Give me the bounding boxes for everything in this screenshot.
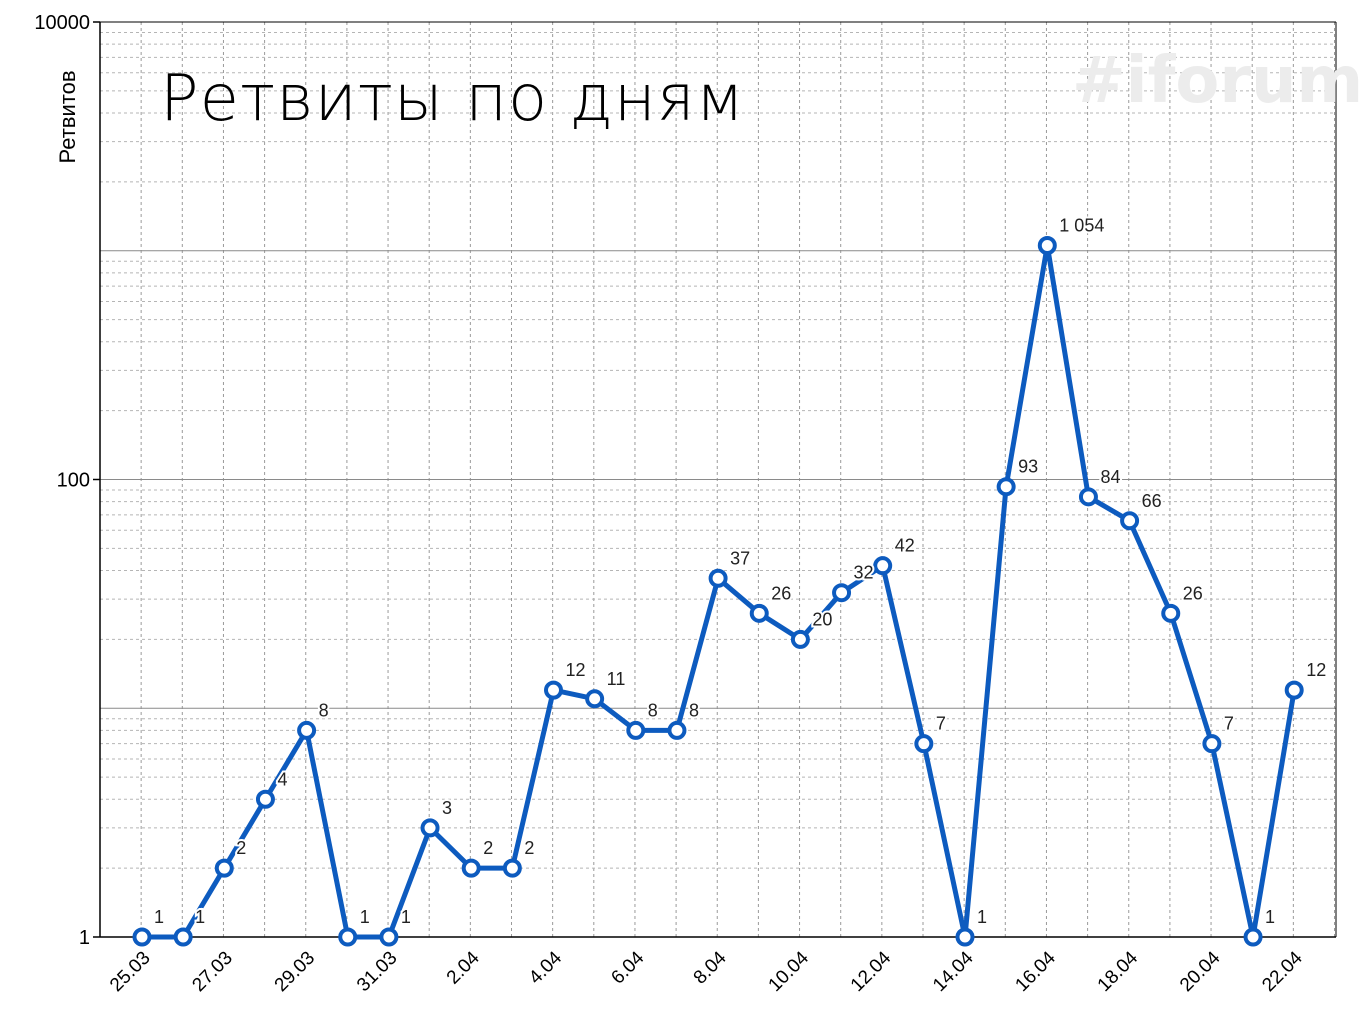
data-label: 2	[524, 838, 534, 858]
data-label: 12	[1306, 660, 1326, 680]
data-label: 2	[236, 838, 246, 858]
x-tick-label: 10.04	[765, 947, 814, 996]
data-label: 8	[689, 700, 699, 720]
data-point	[585, 689, 605, 709]
data-label: 7	[936, 714, 946, 734]
data-point	[173, 927, 193, 947]
data-point	[1243, 927, 1263, 947]
chart-title: Ретвиты по дням	[160, 62, 745, 136]
data-label: 42	[895, 536, 915, 556]
data-point	[502, 858, 522, 878]
data-point	[626, 720, 646, 740]
x-tick-label: 31.03	[353, 948, 401, 996]
x-tick-label: 6.04	[607, 947, 648, 988]
data-label: 11	[607, 669, 626, 689]
data-label: 26	[771, 583, 791, 603]
data-point	[708, 568, 728, 588]
data-label: 8	[319, 700, 329, 720]
data-label: 1	[1265, 907, 1275, 927]
data-point	[544, 680, 563, 700]
data-label: 20	[812, 609, 832, 629]
data-label: 1	[360, 907, 370, 927]
data-point	[873, 556, 893, 576]
x-tick-label: 20.04	[1176, 947, 1225, 996]
data-label: 1	[195, 907, 205, 927]
y-tick-label: 100	[57, 470, 90, 492]
data-label: 26	[1183, 583, 1203, 603]
data-label: 1	[401, 907, 411, 927]
x-tick-label: 4.04	[525, 947, 566, 988]
data-point	[667, 720, 687, 740]
data-label: 2	[483, 838, 493, 858]
data-label: 37	[730, 548, 750, 568]
x-tick-label: 25.03	[106, 948, 154, 996]
data-point	[1120, 511, 1140, 531]
data-label: 7	[1224, 714, 1234, 734]
x-tick-label: 29.03	[271, 948, 319, 996]
y-tick-label: 10000	[34, 12, 90, 34]
series-line	[139, 243, 1297, 940]
data-point	[338, 927, 358, 947]
data-point	[132, 927, 152, 947]
x-tick-label: 18.04	[1094, 947, 1143, 996]
x-tick-label: 12.04	[847, 947, 896, 996]
data-label: 84	[1100, 467, 1120, 487]
data-point	[749, 603, 769, 623]
data-point	[1078, 487, 1098, 507]
x-tick-label: 2.04	[443, 947, 484, 988]
data-point	[1161, 603, 1181, 623]
x-tick-label: 16.04	[1011, 947, 1060, 996]
data-point	[1202, 734, 1222, 754]
data-point	[832, 583, 852, 603]
data-label: 12	[566, 660, 586, 680]
x-tick-label: 8.04	[690, 947, 731, 988]
tick-labels: 1 100 10000 25.03 27.03 29.03 31.03 2.04 4.04 6.0…	[34, 12, 1307, 996]
grid	[100, 22, 1336, 937]
data-label: 93	[1018, 457, 1038, 477]
data-point	[255, 789, 275, 809]
data-point	[914, 734, 934, 754]
data-label: 32	[854, 563, 874, 583]
data-point	[1284, 680, 1304, 700]
data-point	[214, 858, 234, 878]
x-tick-label: 27.03	[188, 948, 236, 996]
watermark: #iforum	[1072, 44, 1362, 118]
axes	[93, 21, 1337, 938]
data-label: 1 054	[1059, 216, 1104, 236]
data-point	[461, 858, 481, 878]
y-axis-label: Ретвитов	[55, 70, 80, 164]
data-point	[1037, 236, 1057, 256]
x-tick-label: 14.04	[929, 947, 978, 996]
data-label: 1	[977, 907, 987, 927]
data-label: 3	[442, 798, 452, 818]
data-point	[790, 629, 810, 649]
data-point	[379, 927, 399, 947]
data-point	[996, 477, 1016, 497]
data-point	[297, 720, 317, 740]
x-tick-label: 22.04	[1258, 947, 1307, 996]
y-tick-label: 1	[79, 927, 90, 949]
data-label: 4	[277, 769, 287, 789]
data-point	[955, 927, 975, 947]
series-retweets	[139, 243, 1297, 940]
data-label: 1	[154, 907, 164, 927]
data-point	[420, 818, 440, 838]
data-label: 8	[648, 700, 658, 720]
data-label: 66	[1142, 491, 1162, 511]
data-markers	[132, 236, 1304, 947]
